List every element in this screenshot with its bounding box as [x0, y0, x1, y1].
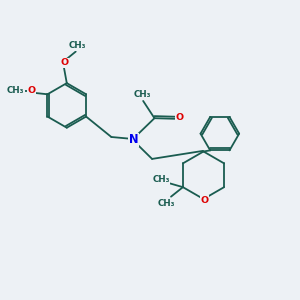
Text: CH₃: CH₃	[7, 86, 24, 95]
Text: CH₃: CH₃	[68, 41, 86, 50]
Text: O: O	[27, 86, 35, 95]
Text: CH₃: CH₃	[158, 199, 175, 208]
Text: O: O	[176, 113, 184, 122]
Text: O: O	[200, 196, 208, 205]
Text: O: O	[60, 58, 68, 68]
Text: CH₃: CH₃	[152, 175, 170, 184]
Text: N: N	[129, 133, 138, 146]
Text: CH₃: CH₃	[133, 90, 151, 99]
